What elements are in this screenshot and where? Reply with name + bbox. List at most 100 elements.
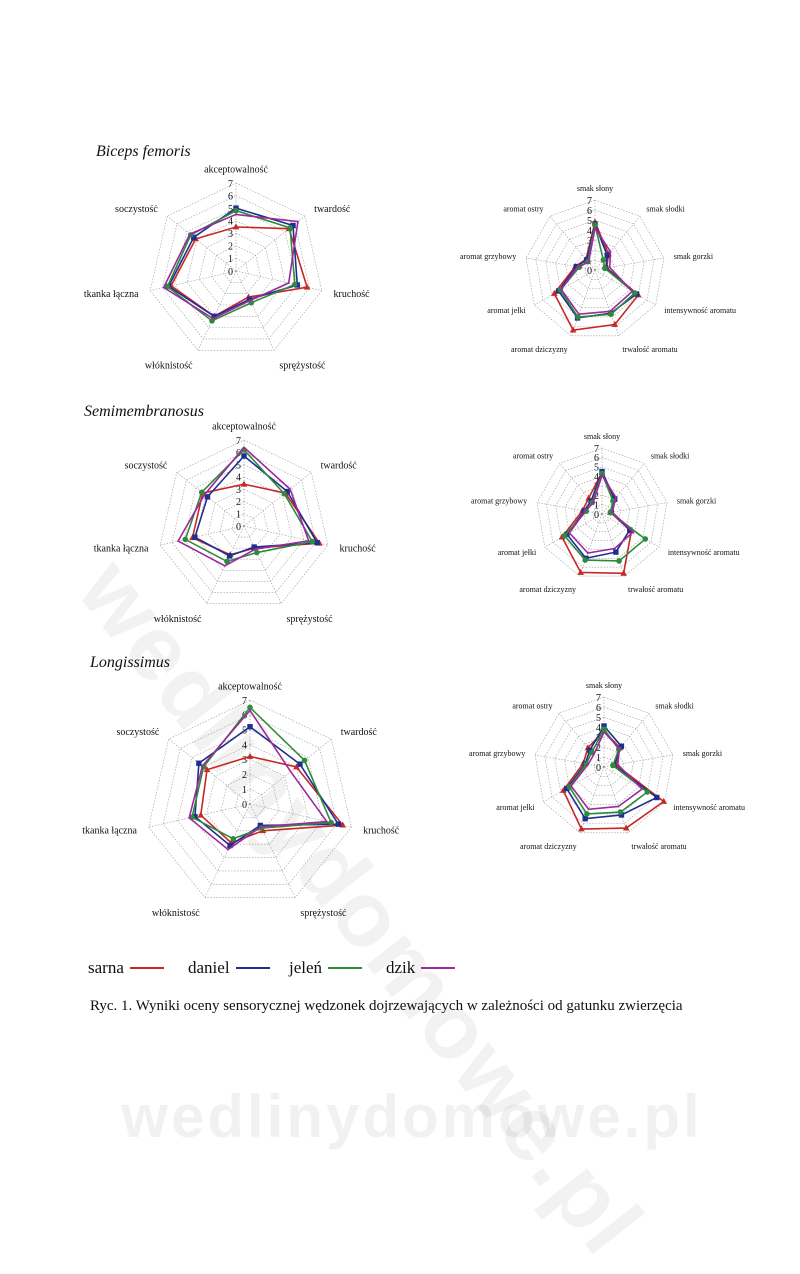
- grid-ring: [207, 488, 281, 560]
- data-point: [162, 286, 165, 289]
- tick-label: 7: [236, 436, 241, 447]
- series-daniel: [192, 724, 342, 849]
- grid-spoke: [594, 269, 656, 306]
- grid-spoke: [544, 513, 603, 548]
- axis-label-intensywnosc-aromatu: intensywność aromatu: [668, 548, 740, 557]
- grid-spoke: [603, 754, 673, 768]
- data-point: [613, 549, 619, 555]
- radar-grid: [159, 439, 329, 604]
- series-line-daniel: [565, 724, 659, 820]
- grid-spoke: [579, 513, 603, 577]
- data-point: [584, 510, 587, 512]
- series-line-dzik: [177, 446, 310, 567]
- axis-label-smak-slodki: smak słodki: [655, 702, 694, 711]
- grid-spoke: [243, 525, 282, 604]
- series-line-daniel: [193, 454, 319, 557]
- axis-label-smak-gorzki: smak gorzki: [683, 749, 723, 758]
- axis-label-intensywnosc-aromatu: intensywność aromatu: [664, 306, 736, 315]
- grid-ring: [162, 714, 338, 885]
- grid-ring: [554, 716, 654, 815]
- data-point: [559, 786, 567, 793]
- axis-label-aromat-grzybowy: aromat grzybowy: [460, 252, 516, 261]
- tick-label: 7: [228, 179, 233, 190]
- series-line-daniel: [565, 469, 631, 560]
- axis-label-soczystosc: soczystość: [125, 460, 168, 471]
- data-point: [642, 536, 649, 542]
- series-line-sarna: [553, 219, 640, 332]
- grid-spoke: [204, 803, 251, 898]
- data-point: [610, 762, 616, 769]
- data-point: [641, 788, 644, 790]
- data-point: [616, 763, 619, 766]
- legend-item-jelen: jeleń: [289, 958, 363, 978]
- data-point: [289, 488, 292, 491]
- grid-ring: [545, 219, 645, 318]
- tick-label: 5: [228, 204, 233, 215]
- data-point: [281, 491, 288, 497]
- data-point: [599, 470, 605, 477]
- axis-label-trwalosc-aromatu: trwałość aromatu: [631, 842, 686, 851]
- axis-label-tkanka-laczna: tkanka łączna: [82, 825, 137, 836]
- legend-item-daniel: daniel: [188, 958, 270, 978]
- axis-label-aromat-grzybowy: aromat grzybowy: [471, 497, 527, 506]
- grid-ring: [573, 485, 631, 541]
- data-point: [224, 558, 230, 565]
- series-line-dzik: [560, 225, 634, 316]
- grid-spoke: [249, 803, 296, 898]
- data-point: [644, 789, 651, 795]
- series-daniel: [192, 453, 320, 559]
- data-point: [203, 766, 211, 773]
- data-point: [578, 825, 585, 832]
- axis-label-aromat-ostry: aromat ostry: [512, 702, 552, 711]
- grid-spoke: [526, 257, 596, 271]
- legend-item-sarna: sarna: [88, 958, 164, 978]
- data-point: [191, 234, 197, 240]
- tick-label: 1: [236, 510, 241, 521]
- grid-ring: [574, 249, 616, 290]
- data-point: [297, 220, 299, 223]
- tick-label: 6: [587, 206, 592, 217]
- data-point: [592, 222, 598, 228]
- axis-label-intensywnosc-aromatu: intensywność aromatu: [673, 803, 745, 812]
- grid-ring: [584, 259, 606, 280]
- axis-label-trwalosc-aromatu: trwałość aromatu: [628, 585, 683, 594]
- axis-label-wloknistosc: włóknistość: [154, 614, 202, 625]
- axis-label-kruchosc: kruchość: [363, 825, 400, 836]
- axis-label-aromat-jelki: aromat jełki: [487, 306, 526, 315]
- data-point: [287, 282, 290, 284]
- tick-label: 7: [594, 444, 599, 455]
- grid-spoke: [543, 766, 605, 803]
- data-point: [297, 761, 303, 767]
- data-point: [616, 558, 622, 564]
- tick-label: 3: [242, 755, 247, 766]
- tick-label: 6: [594, 453, 599, 464]
- data-point: [188, 233, 191, 236]
- grid-spoke: [534, 269, 596, 306]
- data-point: [617, 805, 620, 808]
- data-point: [601, 723, 607, 729]
- data-point: [209, 318, 215, 324]
- data-point: [594, 227, 596, 229]
- axis-label-tkanka-laczna: tkanka łączna: [94, 543, 149, 554]
- data-point: [592, 753, 595, 756]
- data-point: [622, 824, 630, 831]
- tick-label: 1: [596, 753, 601, 764]
- tick-label: 4: [242, 740, 247, 751]
- grid-spoke: [243, 525, 328, 546]
- axis-label-aromat-ostry: aromat ostry: [513, 452, 553, 461]
- data-point: [609, 250, 612, 253]
- data-point: [560, 288, 563, 291]
- tick-label: 3: [236, 485, 241, 496]
- data-point: [618, 747, 621, 750]
- series-line-sarna: [562, 729, 666, 830]
- data-point: [603, 731, 605, 733]
- data-point: [570, 785, 572, 787]
- tick-label: 0: [242, 800, 247, 811]
- data-point: [307, 539, 310, 542]
- grid-ring: [148, 699, 352, 899]
- axis-label-aromat-dziczyzny: aromat dziczyzny: [519, 585, 576, 594]
- grid-ring: [171, 451, 317, 593]
- data-point: [568, 531, 571, 534]
- data-point: [325, 820, 328, 823]
- tick-label: 3: [228, 229, 233, 240]
